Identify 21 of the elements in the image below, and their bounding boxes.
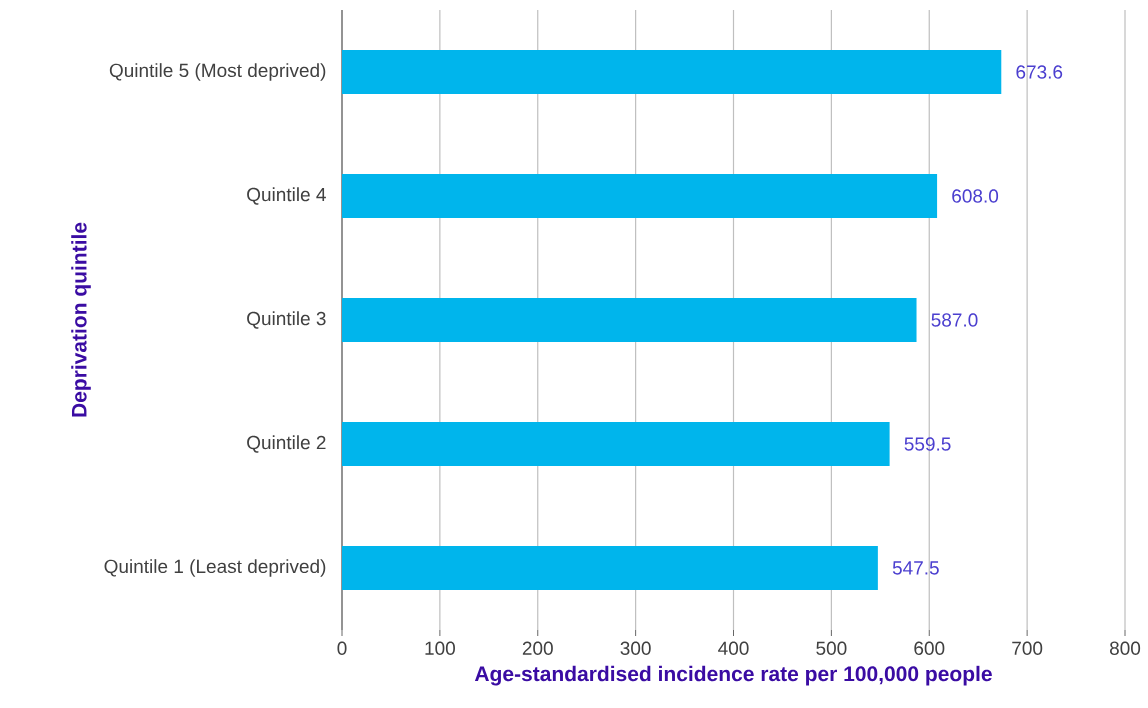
x-tick-label: 100: [425, 641, 455, 655]
y-tick-label: Quintile 4: [247, 187, 326, 205]
x-tick-label: 400: [718, 641, 749, 655]
x-tick-label: 700: [1012, 641, 1043, 655]
data-label: 587.0: [931, 313, 978, 327]
x-axis-title: Age-standardised incidence rate per 100,000 people: [474, 665, 992, 686]
y-tick-label: Quintile 1 (Least deprived): [104, 559, 326, 577]
x-tick-label: 800: [1109, 641, 1141, 655]
x-tick-label: 600: [914, 641, 945, 655]
data-label: 547.5: [892, 561, 939, 575]
x-tick-label: 0: [337, 641, 347, 655]
x-tick-label: 500: [816, 641, 847, 655]
y-axis-title: Deprivation quintile: [71, 222, 91, 417]
data-label: 559.5: [904, 437, 951, 451]
y-tick-label: Quintile 2: [247, 435, 326, 453]
data-label: 608.0: [952, 189, 999, 203]
data-label: 673.6: [1016, 65, 1063, 79]
y-tick-label: Quintile 5 (Most deprived): [109, 63, 326, 81]
y-tick-label: Quintile 3: [247, 311, 326, 329]
x-tick-label: 300: [620, 641, 651, 655]
x-tick-label: 200: [522, 641, 553, 655]
